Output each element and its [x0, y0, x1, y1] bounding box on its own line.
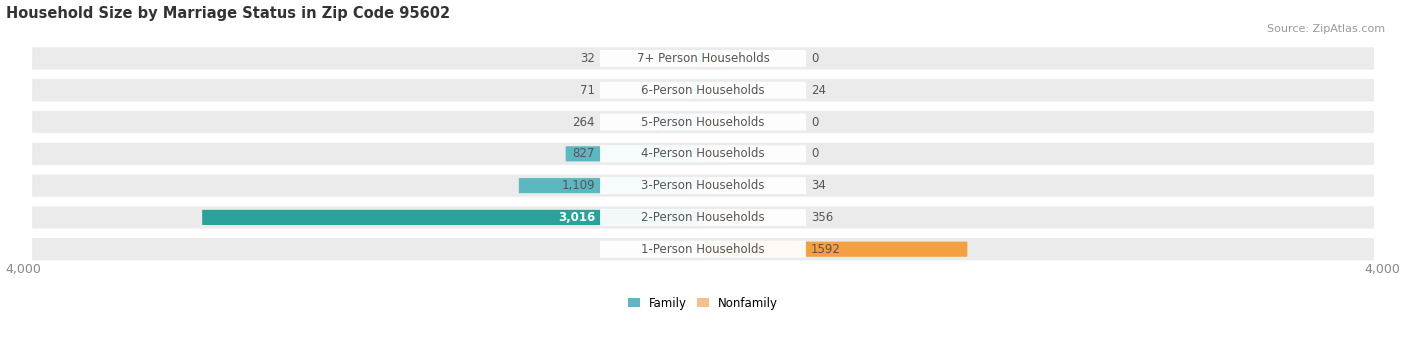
FancyBboxPatch shape [659, 115, 703, 130]
Text: 2-Person Households: 2-Person Households [641, 211, 765, 224]
FancyBboxPatch shape [697, 51, 703, 66]
Text: 827: 827 [572, 147, 595, 160]
FancyBboxPatch shape [600, 241, 806, 258]
FancyBboxPatch shape [703, 178, 709, 193]
Text: 0: 0 [811, 116, 818, 129]
Text: 24: 24 [811, 84, 825, 97]
FancyBboxPatch shape [202, 210, 703, 225]
Text: 3-Person Households: 3-Person Households [641, 179, 765, 192]
FancyBboxPatch shape [32, 79, 1374, 101]
Text: 0: 0 [811, 147, 818, 160]
Text: 6-Person Households: 6-Person Households [641, 84, 765, 97]
FancyBboxPatch shape [519, 178, 703, 193]
Text: Household Size by Marriage Status in Zip Code 95602: Household Size by Marriage Status in Zip… [6, 5, 450, 20]
FancyBboxPatch shape [692, 83, 703, 98]
Text: 3,016: 3,016 [558, 211, 595, 224]
FancyBboxPatch shape [600, 146, 806, 162]
Text: 264: 264 [572, 116, 595, 129]
FancyBboxPatch shape [32, 111, 1374, 133]
Text: 5-Person Households: 5-Person Households [641, 116, 765, 129]
Legend: Family, Nonfamily: Family, Nonfamily [623, 292, 783, 314]
Text: 1,109: 1,109 [561, 179, 595, 192]
FancyBboxPatch shape [600, 50, 806, 67]
Text: 7+ Person Households: 7+ Person Households [637, 52, 769, 65]
FancyBboxPatch shape [703, 51, 723, 66]
FancyBboxPatch shape [32, 174, 1374, 197]
FancyBboxPatch shape [32, 206, 1374, 228]
FancyBboxPatch shape [600, 82, 806, 99]
FancyBboxPatch shape [703, 210, 762, 225]
Text: 32: 32 [581, 52, 595, 65]
FancyBboxPatch shape [565, 146, 703, 161]
FancyBboxPatch shape [703, 83, 707, 98]
FancyBboxPatch shape [32, 238, 1374, 260]
Text: 71: 71 [581, 84, 595, 97]
FancyBboxPatch shape [600, 114, 806, 131]
FancyBboxPatch shape [703, 146, 723, 161]
Text: 356: 356 [811, 211, 834, 224]
FancyBboxPatch shape [600, 209, 806, 226]
Text: 4,000: 4,000 [6, 264, 41, 276]
FancyBboxPatch shape [32, 47, 1374, 70]
Text: 4-Person Households: 4-Person Households [641, 147, 765, 160]
Text: 1-Person Households: 1-Person Households [641, 243, 765, 256]
Text: 4,000: 4,000 [1365, 264, 1400, 276]
Text: 1592: 1592 [811, 243, 841, 256]
FancyBboxPatch shape [600, 177, 806, 194]
Text: 34: 34 [811, 179, 825, 192]
Text: Source: ZipAtlas.com: Source: ZipAtlas.com [1267, 24, 1385, 34]
FancyBboxPatch shape [703, 115, 723, 130]
FancyBboxPatch shape [32, 143, 1374, 165]
Text: 0: 0 [811, 52, 818, 65]
FancyBboxPatch shape [703, 242, 967, 257]
